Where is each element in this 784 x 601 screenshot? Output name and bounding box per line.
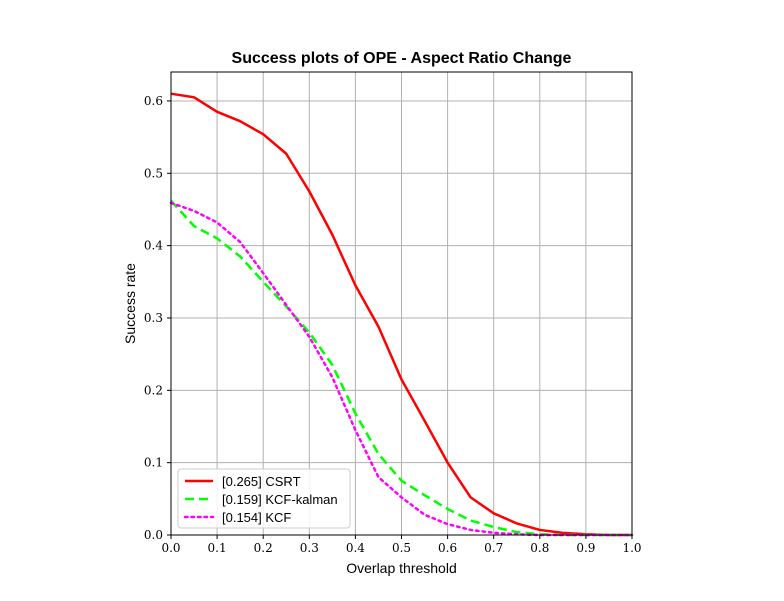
series-line-0 xyxy=(170,92,632,537)
legend-label: [0.154] KCF xyxy=(222,510,291,525)
x-tick-label: 0.9 xyxy=(576,541,595,555)
y-tick-label: 0.5 xyxy=(144,166,163,180)
y-tick-label: 0.3 xyxy=(144,311,163,325)
legend-box xyxy=(177,468,351,529)
x-axis-label: Overlap threshold xyxy=(346,560,457,576)
x-tick-label: 0.3 xyxy=(300,541,319,555)
x-tick-label: 0.4 xyxy=(346,541,365,555)
x-tick-label: 0.6 xyxy=(438,541,457,555)
x-tick-label: 0.7 xyxy=(484,541,503,555)
axis-ticks: 0.0 0.1 0.2 0.3 0.4 0.5 0.6 0.7 0.8 0.9 1.0 0.0 0.1 0… xyxy=(144,94,642,555)
legend-label: [0.159] KCF-kalman xyxy=(222,492,338,507)
y-tick-label: 0.6 xyxy=(144,94,163,108)
grid-lines xyxy=(170,72,633,536)
y-tick-label: 0.4 xyxy=(144,239,163,253)
x-tick-label: 0.1 xyxy=(208,541,227,555)
x-tick-label: 0.8 xyxy=(530,541,549,555)
x-tick-label: 1.0 xyxy=(622,541,641,555)
legend-label: [0.265] CSRT xyxy=(222,474,301,489)
legend: [0.265] CSRT [0.159] KCF-kalman [0.154] KC… xyxy=(177,468,351,529)
y-tick-label: 0.2 xyxy=(144,383,163,397)
x-tick-label: 0.5 xyxy=(392,541,411,555)
y-tick-label: 0.1 xyxy=(144,456,163,470)
x-tick-label: 0.0 xyxy=(161,541,180,555)
y-axis-label: Success rate xyxy=(122,263,138,344)
y-tick-label: 0.0 xyxy=(144,528,163,542)
chart-title: Success plots of OPE - Aspect Ratio Chan… xyxy=(232,50,572,67)
x-tick-label: 0.2 xyxy=(254,541,273,555)
